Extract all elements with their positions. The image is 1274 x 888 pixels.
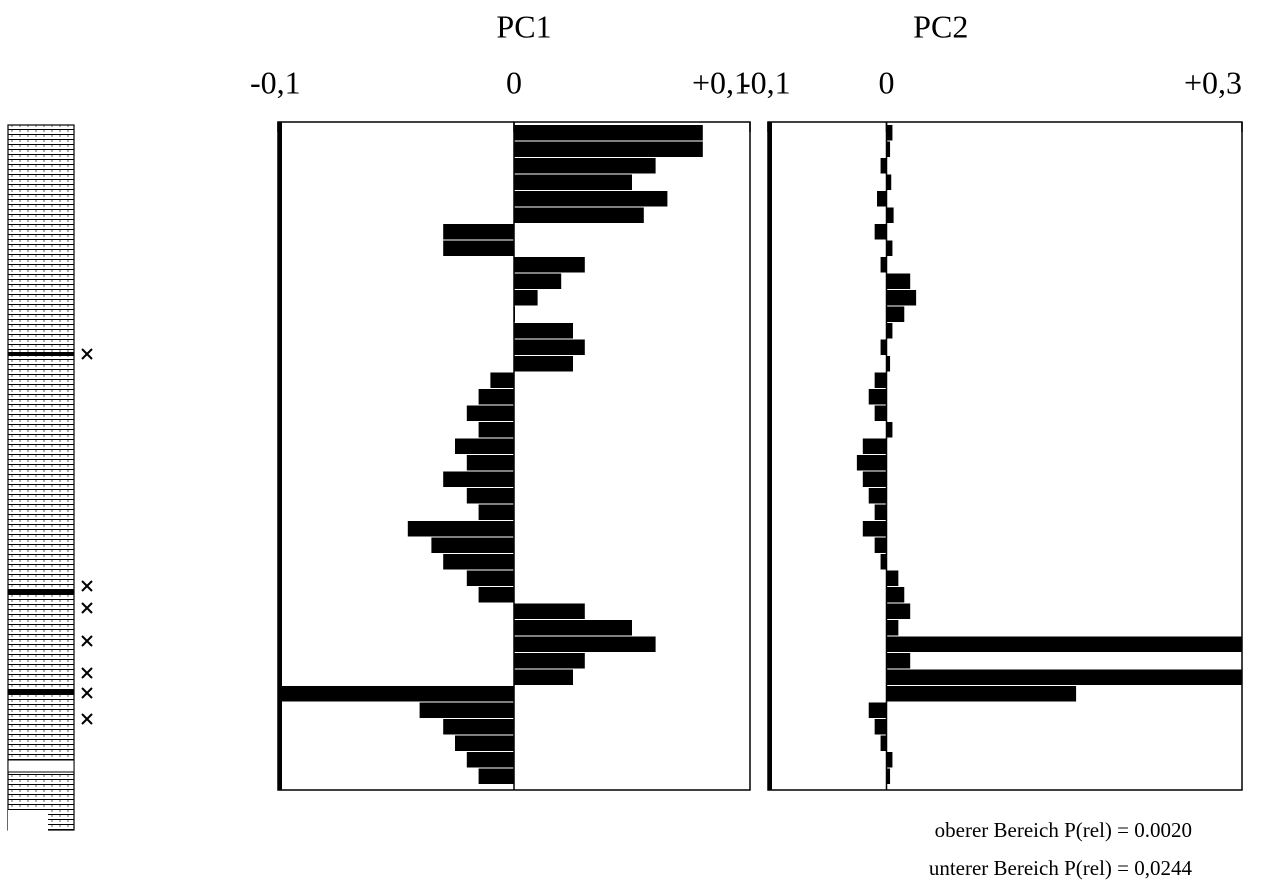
bar xyxy=(886,620,899,636)
bar xyxy=(443,554,514,570)
bar xyxy=(886,306,905,322)
bar xyxy=(874,372,887,388)
bar xyxy=(514,620,632,636)
bar xyxy=(886,587,905,603)
bar xyxy=(886,290,917,306)
bar xyxy=(886,768,891,784)
bar xyxy=(490,372,514,388)
bar xyxy=(466,752,514,768)
bar xyxy=(514,290,538,306)
bar xyxy=(478,389,514,405)
x-tick-label: +0,3 xyxy=(1184,64,1242,100)
bar xyxy=(886,669,1242,685)
bar xyxy=(478,504,514,520)
bar xyxy=(886,240,893,256)
bar xyxy=(877,191,887,207)
bar xyxy=(886,356,891,372)
bar xyxy=(514,125,703,141)
x-tick-label: +0,1 xyxy=(692,64,750,100)
bar xyxy=(886,125,893,141)
bar xyxy=(514,653,585,669)
bar xyxy=(886,141,891,157)
bar xyxy=(514,207,644,223)
bar xyxy=(874,719,887,735)
bar xyxy=(886,603,911,619)
x-tick-label: 0 xyxy=(506,64,522,100)
bar xyxy=(514,339,585,355)
chart-title: PC1 xyxy=(496,8,551,44)
bar xyxy=(455,735,514,751)
bar xyxy=(874,504,887,520)
annotation: unterer Bereich P(rel) = 0,0244 xyxy=(929,856,1193,880)
bar xyxy=(478,587,514,603)
bar xyxy=(862,471,887,487)
bar xyxy=(455,438,514,454)
bar xyxy=(443,471,514,487)
bar xyxy=(466,570,514,586)
bar xyxy=(886,636,1242,652)
bar xyxy=(514,141,703,157)
bar xyxy=(514,636,656,652)
bar xyxy=(886,686,1077,702)
bar xyxy=(874,405,887,421)
bar xyxy=(419,702,514,718)
bar xyxy=(886,422,893,438)
bar xyxy=(874,537,887,553)
bar xyxy=(874,224,887,240)
bar xyxy=(478,422,514,438)
bar xyxy=(886,207,894,223)
bar xyxy=(868,389,887,405)
bar xyxy=(886,273,911,289)
bar xyxy=(880,257,887,273)
bar xyxy=(514,158,656,174)
bar xyxy=(514,174,632,190)
bar xyxy=(862,521,887,537)
bar xyxy=(886,752,893,768)
bar xyxy=(407,521,514,537)
bar xyxy=(278,686,514,702)
bar xyxy=(443,224,514,240)
bar xyxy=(514,323,573,339)
chart-title: PC2 xyxy=(913,8,968,44)
bar xyxy=(514,191,668,207)
x-tick-label: 0 xyxy=(879,64,895,100)
bar xyxy=(886,323,893,339)
x-tick-label: -0,1 xyxy=(740,64,791,100)
bar xyxy=(886,570,899,586)
x-tick-label: -0,1 xyxy=(250,64,301,100)
bar xyxy=(431,537,514,553)
lithology-column xyxy=(7,124,93,835)
bar xyxy=(880,339,887,355)
bar xyxy=(443,240,514,256)
bar xyxy=(856,455,887,471)
bar xyxy=(443,719,514,735)
bar xyxy=(886,174,892,190)
bar xyxy=(514,273,562,289)
bar xyxy=(880,735,887,751)
bar xyxy=(466,405,514,421)
bar xyxy=(514,669,573,685)
bar xyxy=(868,488,887,504)
bar xyxy=(466,488,514,504)
bar xyxy=(880,158,887,174)
bar xyxy=(886,653,911,669)
annotation: oberer Bereich P(rel) = 0.0020 xyxy=(935,818,1192,842)
bar xyxy=(466,455,514,471)
bar xyxy=(862,438,887,454)
bar xyxy=(868,702,887,718)
bar xyxy=(514,356,573,372)
bar xyxy=(478,768,514,784)
bar xyxy=(880,554,887,570)
bar xyxy=(514,257,585,273)
bar xyxy=(514,603,585,619)
